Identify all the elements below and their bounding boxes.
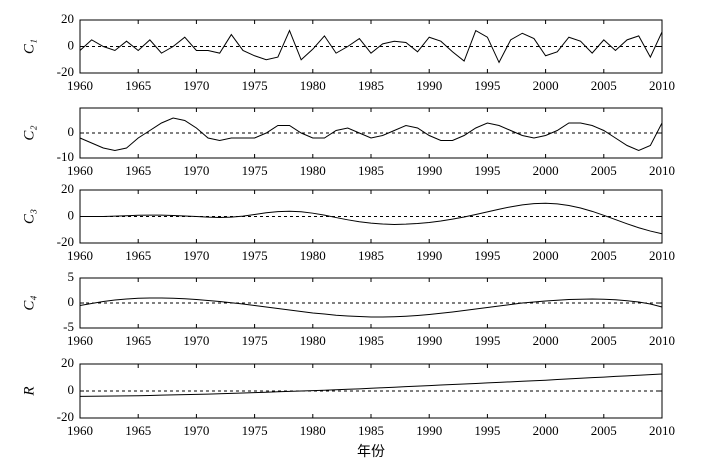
x-tick-label: 1975 (242, 333, 268, 348)
data-line (79, 117, 663, 152)
y-tick-label: 0 (68, 37, 75, 52)
x-tick-label: 2005 (591, 423, 617, 438)
x-tick-label: 1965 (125, 78, 151, 93)
y-tick-label: 0 (68, 294, 75, 309)
x-tick-label: 2005 (591, 333, 617, 348)
x-tick-label: 1990 (416, 333, 442, 348)
x-tick-label: 1965 (125, 423, 151, 438)
x-tick-label: 1960 (67, 248, 93, 263)
data-line (79, 29, 663, 64)
y-tick-label: 0 (68, 382, 75, 397)
x-tick-label: 1960 (67, 423, 93, 438)
x-axis-label: 年份 (357, 444, 385, 460)
x-tick-label: 1990 (416, 78, 442, 93)
x-tick-label: 1985 (358, 423, 384, 438)
x-tick-label: 1970 (183, 78, 209, 93)
x-tick-label: 1980 (300, 163, 326, 178)
x-tick-label: 1970 (183, 333, 209, 348)
y-tick-label: 5 (68, 269, 75, 284)
x-tick-label: 1975 (242, 163, 268, 178)
y-tick-label: 20 (61, 355, 74, 370)
x-tick-label: 1975 (242, 423, 268, 438)
y-tick-label: 0 (68, 124, 75, 139)
panel: -5 0 5 1960 1965 1970 1975 1980 1985 1990 1995 2000… (21, 269, 675, 348)
x-tick-label: 1965 (125, 248, 151, 263)
panel: -20 0 20 1960 1965 1970 1975 1980 1985 1990 1995 20… (21, 181, 675, 263)
x-tick-label: 1990 (416, 248, 442, 263)
x-tick-label: 2000 (533, 78, 559, 93)
y-tick-label: -10 (57, 149, 74, 164)
panel: -20 0 20 1960 1965 1970 1975 1980 1985 1990 1995 20… (21, 11, 675, 93)
x-tick-label: 1990 (416, 163, 442, 178)
y-tick-label: 20 (61, 181, 74, 196)
y-tick-label: 0 (68, 207, 75, 222)
x-tick-label: 1975 (242, 248, 268, 263)
x-tick-label: 1975 (242, 78, 268, 93)
panel: -10 0 1960 1965 1970 1975 1980 1985 1990 1995 2000… (21, 107, 675, 178)
x-tick-label: 2010 (649, 248, 675, 263)
x-tick-label: 2000 (533, 423, 559, 438)
y-tick-label: -5 (63, 319, 74, 334)
x-tick-label: 1995 (474, 78, 500, 93)
y-tick-label: 20 (61, 11, 74, 26)
y-axis-label: C₃ (21, 209, 37, 224)
x-tick-label: 1985 (358, 248, 384, 263)
panel: -20 0 20 1960 1965 1970 1975 1980 1985 1990 1995 20… (21, 355, 675, 460)
data-line (79, 297, 663, 318)
x-tick-label: 1960 (67, 78, 93, 93)
x-tick-label: 1970 (183, 423, 209, 438)
x-tick-label: 2005 (591, 78, 617, 93)
x-tick-label: 1980 (300, 333, 326, 348)
x-tick-label: 1985 (358, 163, 384, 178)
x-tick-label: 2010 (649, 423, 675, 438)
data-line (79, 373, 663, 397)
y-tick-label: -20 (57, 409, 74, 424)
x-tick-label: 2000 (533, 248, 559, 263)
x-tick-label: 1970 (183, 163, 209, 178)
x-tick-label: 1970 (183, 248, 209, 263)
x-tick-label: 1980 (300, 423, 326, 438)
x-tick-label: 1965 (125, 163, 151, 178)
x-tick-label: 2005 (591, 163, 617, 178)
x-tick-label: 1995 (474, 333, 500, 348)
y-axis-label: R (21, 386, 37, 396)
y-tick-label: -20 (57, 64, 74, 79)
x-tick-label: 2010 (649, 333, 675, 348)
x-tick-label: 1995 (474, 163, 500, 178)
x-tick-label: 1985 (358, 78, 384, 93)
x-tick-label: 1960 (67, 163, 93, 178)
x-tick-label: 1990 (416, 423, 442, 438)
x-tick-label: 1980 (300, 248, 326, 263)
y-axis-label: C₄ (21, 295, 37, 310)
x-tick-label: 2005 (591, 248, 617, 263)
x-tick-label: 2010 (649, 163, 675, 178)
data-line (80, 202, 663, 235)
x-tick-label: 1985 (358, 333, 384, 348)
x-tick-label: 2000 (533, 163, 559, 178)
x-tick-label: 1965 (125, 333, 151, 348)
x-tick-label: 1980 (300, 78, 326, 93)
y-axis-label: C₂ (21, 125, 37, 140)
y-axis-label: C₁ (21, 39, 37, 54)
x-tick-label: 1995 (474, 423, 500, 438)
x-tick-label: 2010 (649, 78, 675, 93)
x-tick-label: 1960 (67, 333, 93, 348)
x-tick-label: 2000 (533, 333, 559, 348)
y-tick-label: -20 (57, 234, 74, 249)
x-tick-label: 1995 (474, 248, 500, 263)
